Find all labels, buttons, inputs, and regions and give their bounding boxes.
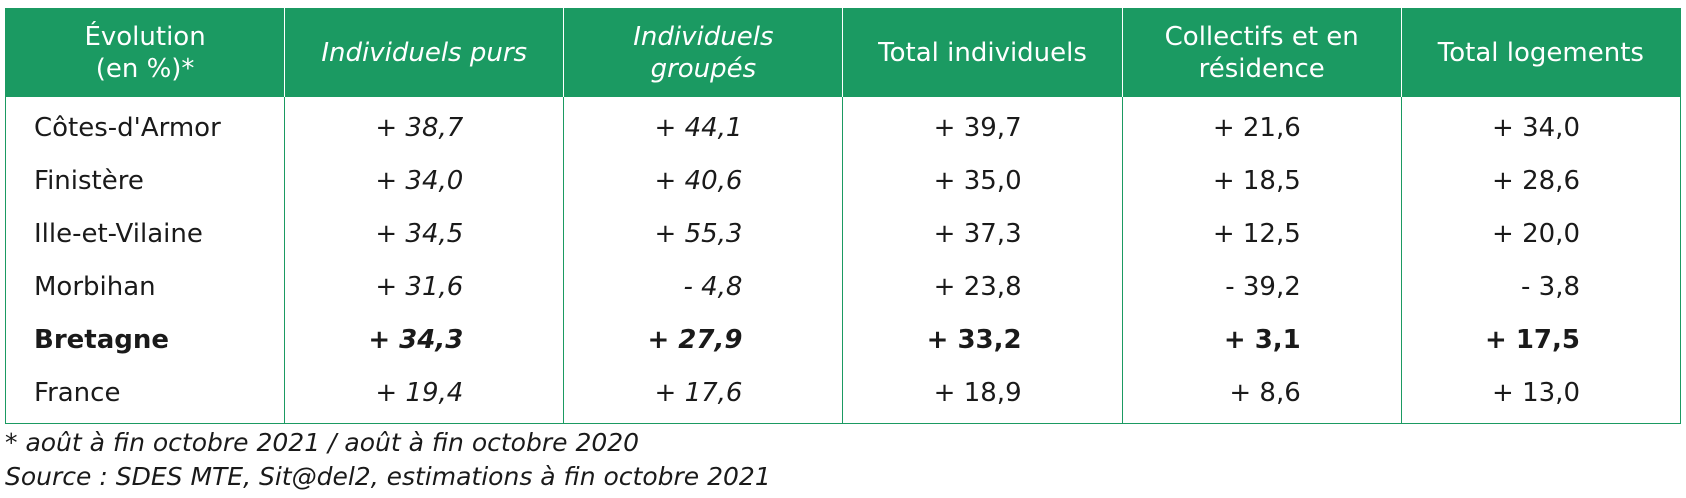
row-label: Finistère xyxy=(34,165,144,196)
value-cell: - 39,2 xyxy=(1121,260,1402,313)
value-cell: - 4,8 xyxy=(563,260,843,313)
value-cell: + 28,6 xyxy=(1400,154,1681,207)
value-cell: + 13,0 xyxy=(1400,366,1681,424)
value-cell: + 37,3 xyxy=(842,207,1123,260)
value-cell: + 3,1 xyxy=(1121,313,1402,366)
value-cell: + 44,1 xyxy=(563,97,843,154)
table-row: Ille-et-Vilaine + 34,5 + 55,3 + 37,3 + 12,5 +… xyxy=(6,207,1681,260)
header-row: Évolution (en %)* Individuels purs Individ… xyxy=(5,8,1681,97)
row-label: Ille-et-Vilaine xyxy=(34,218,203,249)
row-label: Bretagne xyxy=(34,324,170,355)
value-cell: + 34,0 xyxy=(284,154,564,207)
row-label: Côtes-d'Armor xyxy=(34,112,221,143)
table-row: Morbihan + 31,6- 4,8 + 23,8- 39,2- 3,8 xyxy=(6,260,1681,313)
value-cell: + 31,6 xyxy=(284,260,564,313)
value-cell: + 27,9 xyxy=(563,313,843,366)
value-cell: + 40,6 xyxy=(563,154,843,207)
value-cell: + 23,8 xyxy=(842,260,1123,313)
row-label: Morbihan xyxy=(34,271,156,302)
value-cell: + 33,2 xyxy=(842,313,1123,366)
source-note: Source : SDES MTE, Sit@del2, estimations… xyxy=(5,462,771,491)
value-cell: + 12,5 xyxy=(1121,207,1402,260)
table-row: Bretagne + 34,3 + 27,9 + 33,2 + 3,1 + 17,5 xyxy=(6,313,1681,366)
value-cell: - 3,8 xyxy=(1400,260,1681,313)
table-body: Côtes-d'Armor + 38,7 + 44,1 + 39,7 + 21,6 + 3… xyxy=(6,97,1681,424)
header-cell: Total logements xyxy=(1400,8,1681,97)
table-row: Côtes-d'Armor + 38,7 + 44,1 + 39,7 + 21,6 + 3… xyxy=(6,97,1681,154)
footnote: * août à fin octobre 2021 / août à fin o… xyxy=(5,428,640,457)
value-cell: + 35,0 xyxy=(842,154,1123,207)
table-container: Évolution (en %)* Individuels purs Individ… xyxy=(5,8,1681,424)
header-cell: Total individuels xyxy=(842,8,1123,97)
value-cell: + 17,6 xyxy=(563,366,843,424)
value-cell: + 20,0 xyxy=(1400,207,1681,260)
header-cell: Individuels purs xyxy=(284,8,564,97)
table-row: France + 19,4 + 17,6 + 18,9 + 8,6 + 13,0 xyxy=(6,366,1681,424)
value-cell: + 34,0 xyxy=(1400,97,1681,154)
value-cell: + 8,6 xyxy=(1121,366,1402,424)
value-cell: + 39,7 xyxy=(842,97,1123,154)
table-row: Finistère + 34,0 + 40,6 + 35,0 + 18,5 + 28,6 xyxy=(6,154,1681,207)
header-cell: Individuels groupés xyxy=(563,8,843,97)
value-cell: + 19,4 xyxy=(284,366,564,424)
table: Évolution (en %)* Individuels purs Individ… xyxy=(5,8,1681,424)
row-label: France xyxy=(34,377,121,408)
value-cell: + 18,9 xyxy=(842,366,1123,424)
value-cell: + 55,3 xyxy=(563,207,843,260)
value-cell: + 34,3 xyxy=(284,313,564,366)
header-cell: Évolution (en %)* xyxy=(5,8,285,97)
value-cell: + 34,5 xyxy=(284,207,564,260)
value-cell: + 18,5 xyxy=(1121,154,1402,207)
value-cell: + 38,7 xyxy=(284,97,564,154)
header-cell: Collectifs et en résidence xyxy=(1121,8,1402,97)
value-cell: + 21,6 xyxy=(1121,97,1402,154)
value-cell: + 17,5 xyxy=(1400,313,1681,366)
